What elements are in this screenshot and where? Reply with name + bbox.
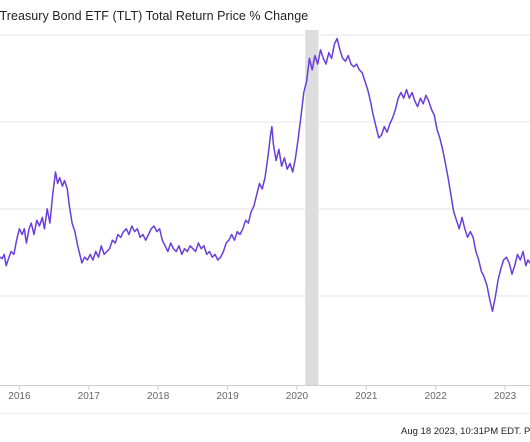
x-tick-label-2018: 2018 [147, 391, 170, 402]
x-tick-label-2023: 2023 [494, 391, 517, 402]
timestamp-footer: Aug 18 2023, 10:31PM EDT. Powere [401, 426, 530, 437]
x-tick-label-2021: 2021 [355, 391, 378, 402]
chart-title: r Treasury Bond ETF (TLT) Total Return P… [0, 9, 309, 23]
x-tick-label-2016: 2016 [8, 391, 31, 402]
series-line-0 [0, 37, 530, 312]
recession-band [305, 30, 319, 385]
x-tick-label-2022: 2022 [425, 391, 448, 402]
footer-divider [0, 413, 530, 414]
x-tick-label-2019: 2019 [216, 391, 239, 402]
x-tick-label-2020: 2020 [286, 391, 309, 402]
x-tick-label-2017: 2017 [78, 391, 101, 402]
